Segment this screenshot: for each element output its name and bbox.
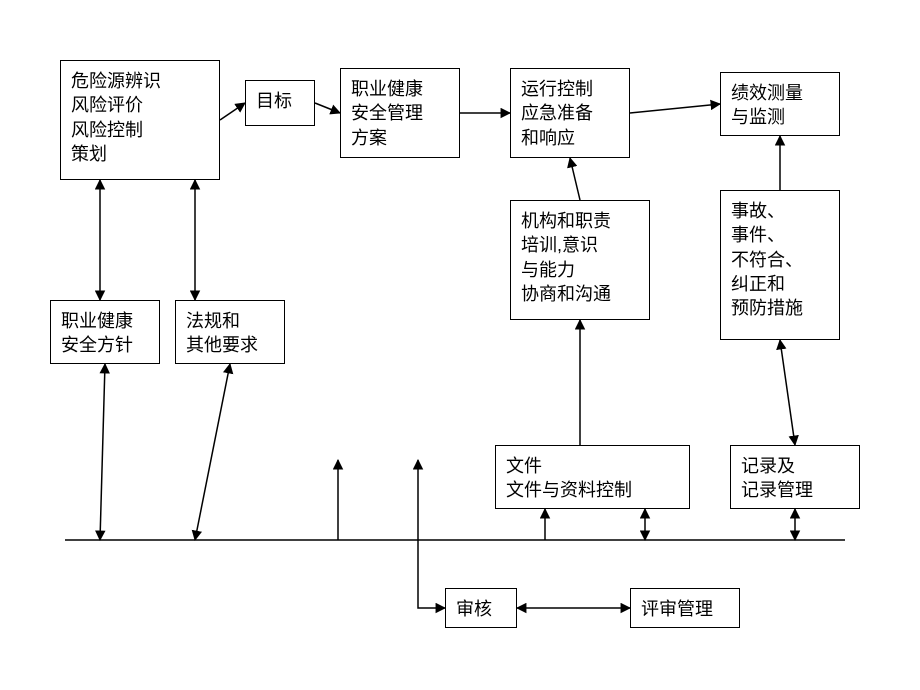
node-hazard: 危险源辨识 风险评价 风险控制 策划 [60,60,220,180]
node-incident: 事故、 事件、 不符合、 纠正和 预防措施 [720,190,840,340]
node-legal: 法规和 其他要求 [175,300,285,364]
node-doc: 文件 文件与资料控制 [495,445,690,509]
node-review: 评审管理 [630,588,740,628]
node-org: 机构和职责 培训,意识 与能力 协商和沟通 [510,200,650,320]
node-audit: 审核 [445,588,517,628]
node-target: 目标 [245,80,315,126]
diagram-stage: 危险源辨识 风险评价 风险控制 策划目标职业健康 安全管理 方案运行控制 应急准… [0,0,920,690]
node-opctrl: 运行控制 应急准备 和响应 [510,68,630,158]
node-measure: 绩效测量 与监测 [720,72,840,136]
node-policy: 职业健康 安全方针 [50,300,160,364]
node-record: 记录及 记录管理 [730,445,860,509]
node-plan: 职业健康 安全管理 方案 [340,68,460,158]
